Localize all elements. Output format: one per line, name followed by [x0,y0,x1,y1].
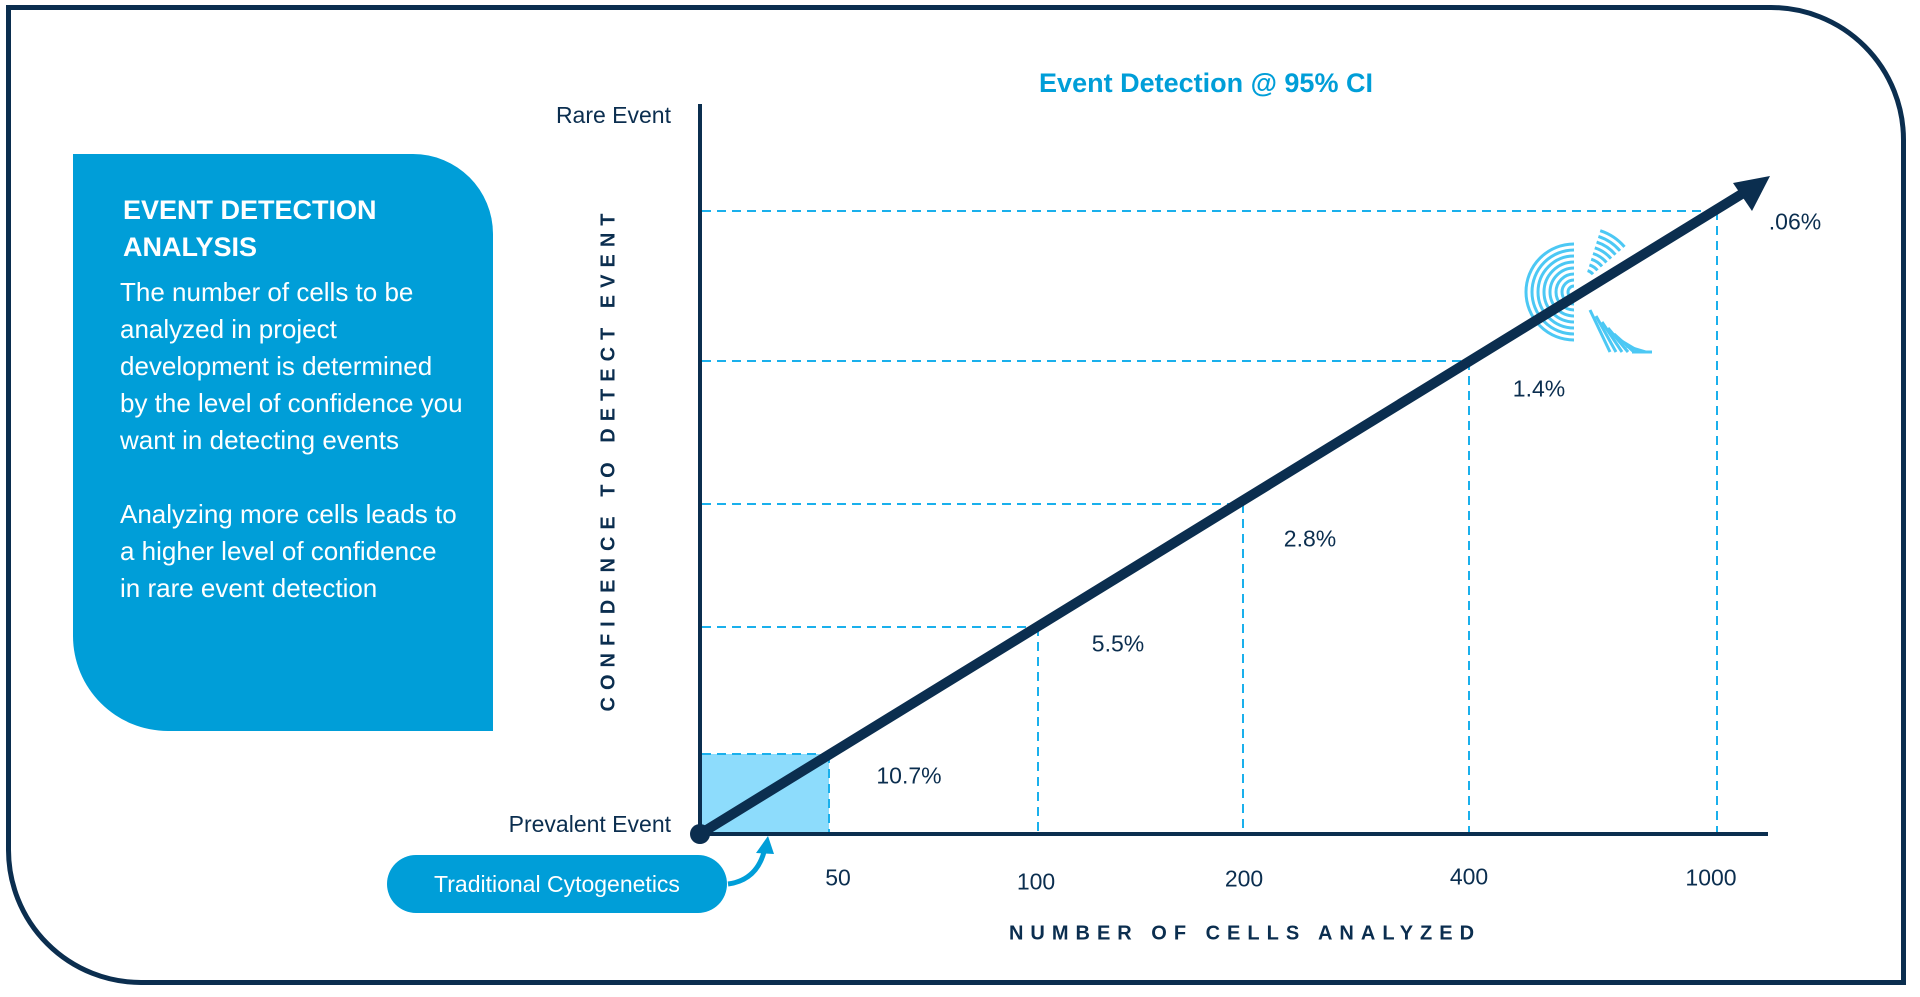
data-label: 5.5% [1091,630,1145,657]
x-tick-label: 50 [825,864,851,891]
data-label: 2.8% [1283,525,1337,552]
data-label: .06% [1768,208,1822,235]
info-paragraph-2: Analyzing more cells leads to a higher l… [120,499,457,603]
y-axis-label: CONFIDENCE TO DETECT EVENT [597,206,620,712]
origin-dot [690,824,710,844]
y-top-label: Rare Event [555,102,671,128]
traditional-cytogenetics-callout: Traditional Cytogenetics [387,855,727,913]
outer-frame [6,5,1906,985]
info-panel: EVENT DETECTION ANALYSIS The number of c… [73,154,493,731]
info-heading: EVENT DETECTION ANALYSIS [123,195,377,262]
y-bottom-label: Prevalent Event [508,811,671,837]
callout-arrow-head-icon [756,836,774,854]
callout-arrow [727,847,768,887]
x-tick-label: 1000 [1685,864,1737,891]
trend-arrow-line [697,187,1748,839]
x-tick-label: 100 [1016,868,1056,895]
arrow-head-icon [1733,176,1770,211]
x-axis-label: NUMBER OF CELLS ANALYZED [1008,922,1482,945]
logo-icon [1524,229,1652,354]
data-label: 10.7% [876,762,942,789]
x-tick-label: 400 [1449,863,1489,890]
x-tick-label: 200 [1224,865,1264,892]
info-paragraph-1: The number of cells to be analyzed in pr… [120,277,463,455]
chart-title: Event Detection @ 95% CI [1039,68,1373,98]
data-label: 1.4% [1512,375,1566,402]
